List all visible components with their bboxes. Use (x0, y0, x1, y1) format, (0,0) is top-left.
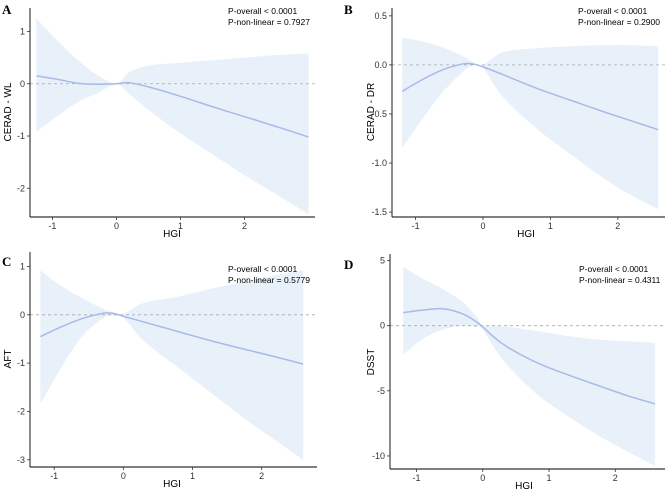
y-tick-label: -1 (17, 358, 25, 368)
y-tick-label: -1 (17, 131, 25, 141)
y-axis-title: CERAD - WL (3, 82, 14, 141)
y-tick-label: 1 (20, 261, 25, 271)
estimate-line (40, 312, 304, 365)
x-tick-label: 0 (480, 221, 485, 231)
p-overall-annotation: P-overall < 0.0001 (578, 6, 647, 16)
y-tick-label: -2 (17, 183, 25, 193)
confidence-band (36, 18, 309, 215)
y-tick-label: -3 (17, 455, 25, 465)
confidence-band (40, 270, 304, 460)
x-tick-label: 1 (190, 471, 195, 481)
x-tick-label: -1 (412, 221, 420, 231)
y-tick-label: -2 (17, 406, 25, 416)
y-tick-label: 0 (20, 310, 25, 320)
y-tick-label: -5 (377, 386, 385, 396)
estimate-line (403, 307, 656, 405)
x-tick-label: 2 (242, 221, 247, 231)
x-axis-title: HGI (163, 479, 181, 490)
p-nonlinear-annotation: P-non-linear = 0.2900 (578, 17, 660, 27)
y-tick-label: 1 (20, 27, 25, 37)
x-axis-title: HGI (515, 481, 533, 492)
y-tick-label: 0.5 (374, 11, 387, 21)
x-tick-label: 0 (114, 221, 119, 231)
x-tick-label: 2 (613, 473, 618, 483)
y-tick-label: 0 (380, 321, 385, 331)
x-axis-title: HGI (163, 229, 181, 240)
x-tick-label: -1 (412, 473, 420, 483)
p-nonlinear-annotation: P-non-linear = 0.7927 (228, 17, 310, 27)
panel-letter: D (344, 257, 353, 272)
p-overall-annotation: P-overall < 0.0001 (228, 264, 297, 274)
y-tick-label: -1.0 (371, 158, 387, 168)
p-nonlinear-annotation: P-non-linear = 0.5779 (228, 275, 310, 285)
y-axis-title: DSST (366, 349, 377, 376)
confidence-band (403, 267, 656, 467)
y-tick-label: -10 (372, 451, 385, 461)
x-tick-label: 0 (121, 471, 126, 481)
x-tick-label: 2 (259, 471, 264, 481)
y-axis-title: CERAD - DR (366, 83, 377, 141)
x-tick-label: -1 (48, 221, 56, 231)
panel-c: -1 0 1 2 -3 -2 -1 0 1 HGI AFT C P-overall < 0.0001P-… (2, 252, 317, 490)
y-tick-label: 5 (380, 256, 385, 266)
x-axis-title: HGI (517, 229, 535, 240)
x-tick-label: 1 (178, 221, 183, 231)
x-tick-label: -1 (50, 471, 58, 481)
y-axis-title: AFT (3, 350, 14, 369)
panel-b: -1 0 1 2 -1.5 -1.0 -0.5 0.0 0.5 HGI CERAD - DR B P-o… (344, 2, 665, 240)
p-overall-annotation: P-overall < 0.0001 (579, 264, 648, 274)
panel-letter: B (344, 2, 353, 17)
confidence-band (402, 37, 659, 210)
x-tick-label: 2 (615, 221, 620, 231)
p-nonlinear-annotation: P-non-linear = 0.4311 (579, 275, 661, 285)
estimate-line (36, 75, 309, 138)
y-tick-label: 0.0 (374, 60, 387, 70)
x-tick-label: 1 (547, 473, 552, 483)
p-overall-annotation: P-overall < 0.0001 (228, 6, 297, 16)
estimate-line (401, 62, 659, 131)
x-tick-label: 1 (548, 221, 553, 231)
y-tick-label: -0.5 (371, 109, 387, 119)
x-tick-label: 0 (480, 473, 485, 483)
y-tick-label: -1.5 (371, 207, 387, 217)
y-tick-label: 0 (20, 79, 25, 89)
panel-letter: A (2, 2, 12, 17)
panel-letter: C (2, 254, 11, 269)
